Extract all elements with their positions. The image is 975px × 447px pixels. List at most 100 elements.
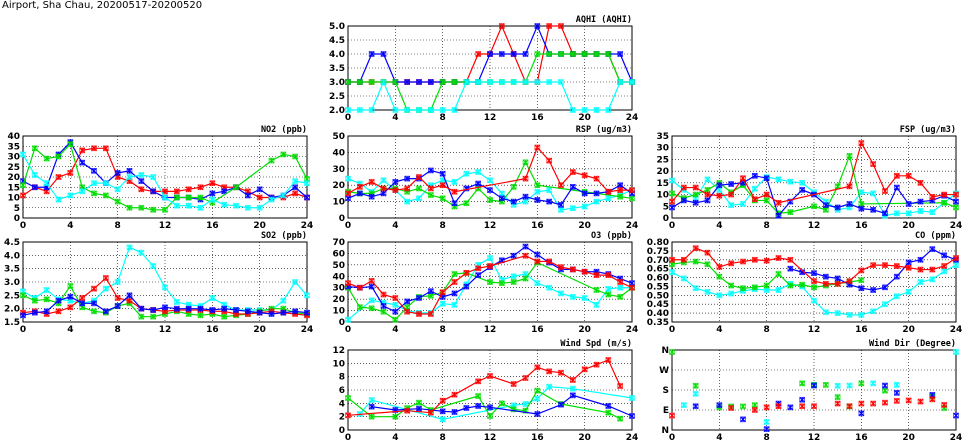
x-tick-label: 12 [484, 113, 497, 123]
data-point [150, 307, 157, 313]
data-point [256, 309, 263, 316]
x-tick-label: 16 [206, 221, 219, 231]
x-tick-label: 8 [440, 325, 446, 335]
data-point [546, 157, 553, 164]
data-point [811, 203, 817, 210]
data-point [114, 170, 121, 176]
data-point [558, 290, 564, 297]
data-point [475, 265, 482, 272]
data-point [546, 23, 553, 29]
series-wspd-3 [345, 357, 624, 419]
y-tick-label: 0.55 [647, 282, 669, 292]
data-point [569, 183, 576, 190]
data-point [173, 194, 180, 201]
data-point [304, 194, 310, 201]
data-point [31, 309, 38, 316]
data-point [617, 79, 624, 85]
data-point [593, 175, 600, 182]
data-point [704, 197, 711, 204]
data-point [380, 51, 387, 57]
data-point [439, 182, 446, 189]
data-point [345, 79, 351, 85]
x-tick-label: 0 [345, 113, 351, 123]
x-tick-label: 0 [20, 325, 26, 335]
data-point [55, 196, 62, 203]
data-point [31, 172, 38, 178]
data-point [534, 182, 541, 189]
data-point [870, 380, 877, 387]
data-point [173, 305, 180, 312]
x-tick-label: 24 [626, 113, 639, 123]
data-point [126, 174, 133, 180]
data-point [102, 285, 109, 292]
data-point [475, 393, 482, 399]
data-point [79, 188, 86, 195]
data-point [487, 255, 493, 261]
series-co-3 [669, 245, 959, 287]
data-point [522, 275, 529, 282]
x-tick-label: 4 [716, 433, 722, 443]
data-point [953, 191, 959, 198]
data-point [256, 186, 263, 193]
data-point [811, 284, 817, 291]
data-point [893, 273, 900, 280]
data-point [43, 308, 50, 315]
y-tick-label: 0 [339, 318, 345, 328]
data-point [680, 402, 687, 408]
data-point [304, 180, 310, 187]
x-tick-label: 4 [67, 325, 73, 335]
x-tick-label: 16 [855, 221, 868, 231]
data-point [558, 182, 564, 189]
y-tick-label: 0.35 [647, 318, 669, 328]
data-point [846, 312, 853, 318]
data-point [751, 407, 758, 413]
data-point [487, 404, 493, 411]
data-point [487, 187, 493, 193]
data-point [728, 202, 735, 208]
data-point [244, 204, 251, 211]
y-tick-label: 35 [7, 142, 20, 152]
data-point [917, 198, 924, 205]
y-tick-label: 4 [339, 399, 345, 409]
data-point [221, 201, 228, 208]
y-tick-label: E [663, 406, 669, 416]
data-point [704, 191, 711, 198]
y-tick-label: 25 [7, 163, 20, 173]
y-tick-label: 5 [14, 204, 20, 214]
data-point [451, 279, 458, 285]
data-point [404, 107, 411, 113]
x-tick-label: 4 [392, 113, 398, 123]
x-tick-label: 12 [159, 221, 172, 231]
x-tick-label: 16 [855, 433, 868, 443]
x-tick-label: 8 [115, 221, 121, 231]
y-tick-label: 15 [656, 179, 669, 189]
y-tick-label: 0.50 [647, 291, 669, 301]
data-point [233, 307, 239, 313]
x-tick-label: 8 [115, 325, 121, 335]
y-tick-label: 0.75 [647, 247, 669, 257]
data-point [929, 266, 936, 273]
data-point [55, 308, 62, 315]
data-point [162, 188, 168, 195]
data-point [692, 191, 699, 198]
data-point [728, 260, 735, 267]
data-point [605, 107, 612, 113]
data-point [510, 198, 517, 205]
y-tick-label: 10 [332, 198, 345, 208]
data-point [834, 382, 841, 389]
data-point [534, 387, 541, 394]
data-point [534, 395, 541, 402]
data-point [451, 290, 458, 297]
data-point [475, 79, 482, 85]
data-point [197, 305, 204, 312]
x-tick-label: 4 [67, 221, 73, 231]
data-point [905, 210, 912, 217]
y-tick-label: 1.5 [4, 318, 20, 328]
data-point [893, 263, 900, 269]
data-point [345, 395, 351, 401]
data-point [197, 194, 204, 201]
data-point [858, 400, 865, 407]
data-point [173, 202, 180, 209]
series-line [22, 143, 308, 211]
